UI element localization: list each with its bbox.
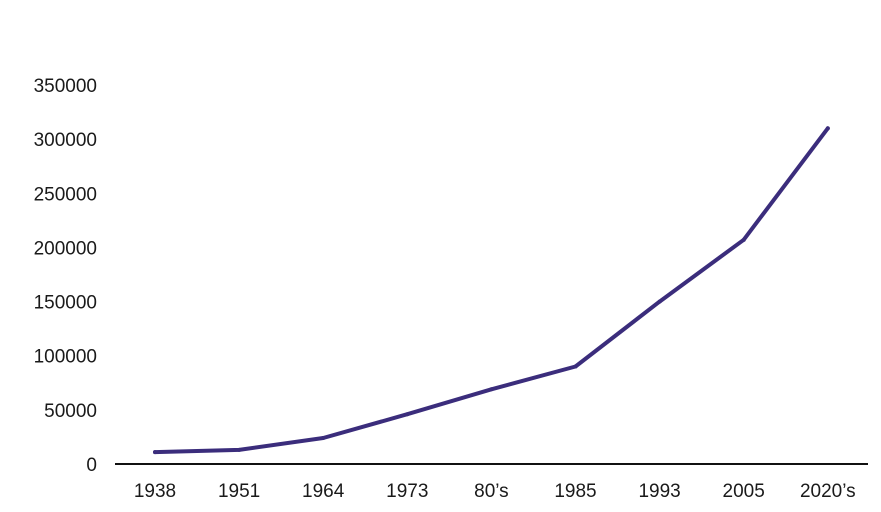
series-line [153, 126, 830, 455]
x-tick-label: 1964 [302, 481, 345, 502]
x-axis-tick-labels: 1938 1951 1964 1973 80’s 1985 1993 2005 2020’s [134, 481, 856, 502]
y-tick-label: 200000 [34, 238, 97, 259]
x-tick-label: 1951 [218, 481, 260, 502]
x-tick-label: 1993 [638, 481, 680, 502]
y-tick-label: 350000 [34, 76, 97, 97]
y-tick-label: 50000 [44, 401, 97, 422]
y-tick-label: 0 [86, 455, 97, 476]
data-point [405, 412, 410, 417]
y-tick-label: 100000 [34, 347, 97, 368]
data-point [153, 450, 157, 455]
data-point [741, 237, 746, 242]
x-tick-label: 1985 [554, 481, 596, 502]
data-point [657, 299, 662, 304]
y-tick-label: 250000 [34, 184, 97, 205]
x-tick-label: 1938 [134, 481, 176, 502]
y-tick-label: 300000 [34, 130, 97, 151]
x-tick-label: 80’s [474, 481, 509, 502]
data-point [573, 364, 578, 369]
y-axis-tick-labels: 0 50000 100000 150000 200000 250000 300000 3500… [34, 76, 97, 476]
x-tick-label: 1973 [386, 481, 428, 502]
y-tick-label: 150000 [34, 293, 97, 314]
data-point [321, 436, 326, 441]
x-tick-label: 2020’s [800, 481, 856, 502]
data-point [489, 387, 494, 392]
data-point [237, 447, 242, 452]
x-tick-label: 2005 [723, 481, 765, 502]
data-point [825, 126, 830, 131]
